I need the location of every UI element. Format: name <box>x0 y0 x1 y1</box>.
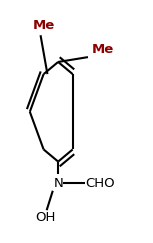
Text: OH: OH <box>36 211 56 224</box>
Text: Me: Me <box>92 43 114 56</box>
Text: CHO: CHO <box>86 177 115 190</box>
Text: N: N <box>53 177 63 190</box>
Text: Me: Me <box>32 19 55 32</box>
